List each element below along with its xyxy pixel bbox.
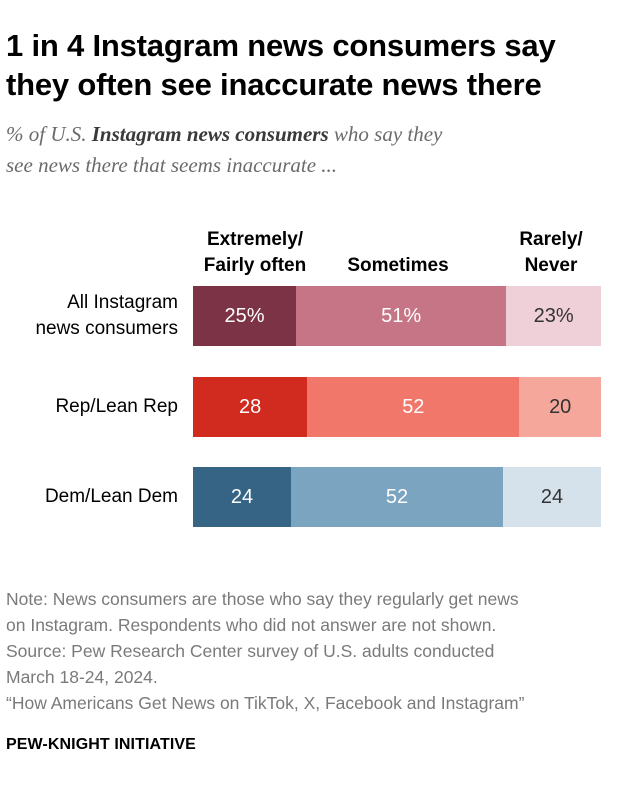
bar-segment-often: 24 <box>193 467 291 527</box>
subtitle-line-1: % of U.S. Instagram news consumers who s… <box>6 119 610 150</box>
data-label: 28 <box>238 395 262 418</box>
column-header-line-2: Sometimes <box>347 255 449 276</box>
source-line: Source: Pew Research Center survey of U.… <box>6 641 495 661</box>
subtitle-emphasis: Instagram news consumers <box>91 122 329 146</box>
row-label: Rep/Lean Rep <box>55 394 178 420</box>
bar-segment-sometimes: 52 <box>290 467 504 527</box>
column-header-rarely: Rarely/Never <box>461 227 620 279</box>
column-header-line-2: Never <box>524 255 578 276</box>
report-title-line: “How Americans Get News on TikTok, X, Fa… <box>6 693 525 713</box>
organization-credit: PEW-KNIGHT INITIATIVE <box>6 736 196 753</box>
bar-segment-rarely: 24 <box>503 467 601 527</box>
data-label: 25% <box>224 304 265 327</box>
row-label-line: Dem/Lean Dem <box>44 486 178 507</box>
chart-title-line-2: they often see inaccurate news there <box>6 67 542 102</box>
chart-notes: Note: News consumers are those who say t… <box>6 586 610 716</box>
data-label: 51% <box>381 304 422 327</box>
subtitle-prefix: % of U.S. <box>6 122 92 146</box>
data-label: 23% <box>533 304 574 327</box>
row-label: All Instagram news consumers <box>35 290 178 342</box>
column-header-sometimes: Sometimes <box>308 227 488 279</box>
row-label-line: Rep/Lean Rep <box>55 396 178 417</box>
bar-segment-rarely: 23% <box>506 286 601 346</box>
row-label-line: All Instagram <box>67 292 178 313</box>
column-header-line-2: Fairly often <box>203 255 307 276</box>
chart-title-line-1: 1 in 4 Instagram news consumers say <box>6 28 556 63</box>
note-line: Note: News consumers are those who say t… <box>6 589 519 609</box>
column-header-line-1: Extremely/ <box>206 229 304 250</box>
bar-segment-often: 25% <box>193 286 297 346</box>
subtitle-suffix: who say they <box>328 122 443 146</box>
subtitle-line-2: see news there that seems inaccurate ... <box>6 153 338 177</box>
bar-segment-rarely: 20 <box>519 377 601 437</box>
data-label: 52 <box>385 485 409 508</box>
data-label: 20 <box>549 395 572 418</box>
bar-segment-sometimes: 52 <box>307 377 520 437</box>
bar-segment-sometimes: 51% <box>296 286 507 346</box>
row-label-line: news consumers <box>35 318 178 339</box>
column-header-line-1: Rarely/ <box>519 229 583 250</box>
data-label: 24 <box>230 485 254 508</box>
chart-subtitle: % of U.S. Instagram news consumers who s… <box>6 119 610 181</box>
data-label: 52 <box>402 395 425 418</box>
note-line: on Instagram. Respondents who did not an… <box>6 615 497 635</box>
source-line: March 18-24, 2024. <box>6 667 158 687</box>
row-label: Dem/Lean Dem <box>45 484 178 510</box>
chart-title: 1 in 4 Instagram news consumers say they… <box>6 26 610 104</box>
data-label: 24 <box>540 485 564 508</box>
column-header-often: Extremely/Fairly often <box>165 227 345 279</box>
bar-segment-often: 28 <box>193 377 308 437</box>
